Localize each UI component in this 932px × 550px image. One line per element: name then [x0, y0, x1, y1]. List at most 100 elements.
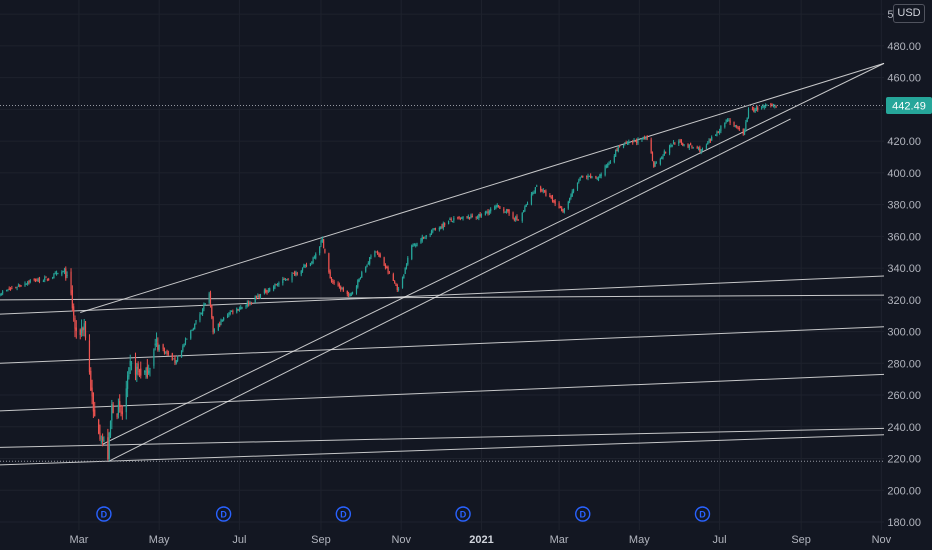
candle-body — [642, 137, 644, 138]
candle-body — [284, 280, 287, 281]
candle-body — [128, 367, 130, 377]
candle-body — [186, 338, 188, 340]
candle-body — [637, 138, 639, 144]
candle-body — [766, 104, 768, 106]
candle-body — [757, 107, 759, 110]
candle-body — [747, 109, 750, 118]
candle-body — [330, 278, 333, 282]
candle-body — [94, 409, 96, 417]
time-tick-label: Nov — [872, 534, 892, 546]
candle-body — [9, 288, 12, 290]
candle-body — [144, 371, 146, 373]
candle-body — [711, 136, 713, 141]
candle-body — [746, 118, 748, 122]
trendline[interactable] — [107, 118, 791, 463]
candle-body — [65, 268, 67, 279]
candle-body — [17, 285, 20, 287]
candle-body — [587, 175, 589, 178]
candle-body — [155, 338, 158, 342]
candle-body — [479, 214, 481, 217]
trendline[interactable] — [80, 62, 885, 313]
trendline[interactable] — [0, 326, 885, 364]
candle-body — [57, 273, 59, 275]
candle-body — [208, 293, 210, 303]
candle-body — [562, 210, 564, 213]
price-tick-label: 180.00 — [887, 517, 921, 529]
candle-body — [707, 143, 709, 145]
candle-body — [484, 212, 487, 216]
candle-body — [182, 346, 184, 351]
candle-body — [761, 107, 763, 109]
candle-body — [116, 413, 118, 418]
trendline[interactable] — [0, 427, 885, 448]
dividend-marker — [215, 506, 232, 522]
time-tick-label: May — [629, 534, 650, 546]
candle-body — [108, 432, 110, 460]
candle-body — [588, 176, 590, 177]
dividend-marker-label: D — [101, 510, 108, 520]
candle-body — [24, 283, 26, 286]
candle-body — [662, 156, 664, 159]
candle-body — [430, 231, 433, 235]
candle-body — [386, 266, 388, 269]
trendline[interactable] — [0, 275, 885, 315]
candle-body — [162, 344, 164, 349]
candle-body — [600, 174, 602, 176]
candle-body — [553, 200, 555, 202]
candle-body — [609, 161, 611, 163]
candle-body — [338, 284, 340, 287]
trendlines[interactable] — [0, 62, 885, 466]
candle-body — [533, 192, 535, 194]
trendline[interactable] — [0, 434, 885, 466]
time-axis[interactable]: Mar May Jul Sep Nov 2021 Mar May Jul Sep Nov — [69, 534, 891, 546]
currency-badge[interactable]: USD — [893, 4, 925, 23]
candle-body — [549, 195, 551, 198]
candle-body — [320, 241, 322, 246]
candle-body — [111, 404, 113, 421]
candle-body — [200, 312, 202, 314]
candle-body — [646, 135, 648, 139]
trendline[interactable] — [0, 373, 885, 412]
candle-body — [496, 205, 498, 207]
candle-body — [275, 284, 277, 286]
candle-body — [240, 307, 242, 310]
trendline[interactable] — [0, 294, 885, 301]
candle-body — [738, 128, 740, 130]
candle-body — [220, 320, 222, 325]
candle-body — [44, 277, 46, 280]
candle-body — [328, 253, 330, 272]
candle-body — [597, 178, 600, 180]
candle-body — [286, 279, 288, 281]
candle-body — [183, 344, 185, 346]
candle-body — [424, 238, 426, 239]
candle-body — [494, 207, 496, 209]
candle-body — [668, 145, 671, 154]
candle-body — [321, 238, 323, 242]
candle-body — [319, 246, 321, 254]
candle-body — [650, 139, 652, 154]
candle-body — [129, 361, 131, 366]
candle-body — [504, 212, 506, 213]
trendline[interactable] — [102, 62, 885, 445]
candle-body — [654, 162, 656, 167]
candle-body — [258, 295, 260, 298]
candle-body — [633, 140, 635, 142]
candle-body — [249, 301, 251, 304]
candle-body — [384, 264, 387, 268]
candle-body — [459, 217, 462, 219]
candle-body — [230, 310, 233, 312]
candle-body — [117, 405, 119, 415]
candle-body — [751, 108, 754, 110]
price-tick-label: 280.00 — [887, 358, 921, 370]
candle-body — [229, 311, 231, 314]
candle-body — [324, 249, 326, 253]
candle-body — [171, 353, 173, 361]
candle-body — [763, 105, 765, 108]
candle-body — [661, 157, 663, 159]
candle-body — [194, 323, 196, 330]
candle-body — [332, 281, 334, 282]
candle-body — [190, 330, 192, 339]
candle-body — [542, 190, 544, 192]
